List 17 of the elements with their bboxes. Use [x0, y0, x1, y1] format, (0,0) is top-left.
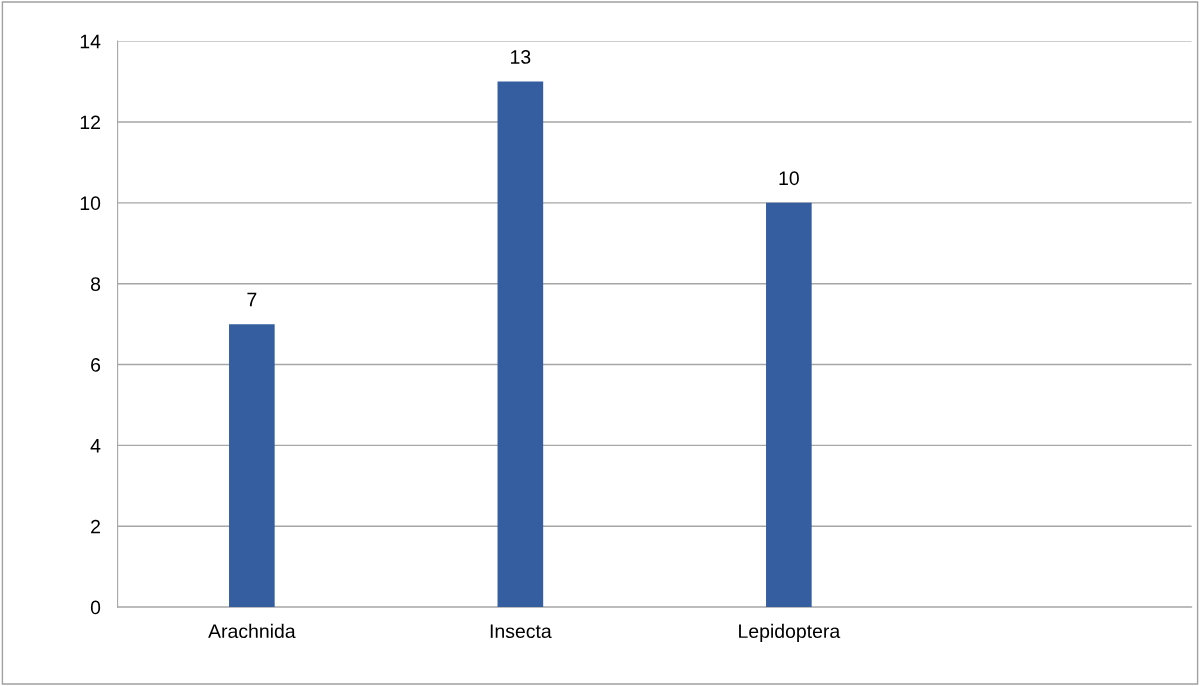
y-tick-label: 10: [80, 196, 101, 211]
data-label: 10: [779, 171, 799, 186]
bar: [766, 202, 812, 608]
x-tick-label: Lepidoptera: [739, 623, 841, 642]
y-tick-label: 8: [90, 277, 101, 291]
y-tick-label: 14: [80, 34, 101, 49]
bar: [497, 81, 544, 608]
y-tick-label: 2: [91, 519, 100, 534]
data-label: 13: [511, 50, 531, 64]
x-tick-label: Insecta: [490, 624, 552, 639]
y-tick-label: 4: [90, 439, 101, 453]
y-tick-label: 6: [91, 358, 101, 372]
x-tick-label: Arachnida: [208, 623, 296, 639]
data-label: 7: [247, 292, 257, 307]
y-tick-label: 12: [80, 115, 100, 130]
y-tick-label: 0: [90, 600, 101, 615]
bar: [229, 324, 275, 608]
